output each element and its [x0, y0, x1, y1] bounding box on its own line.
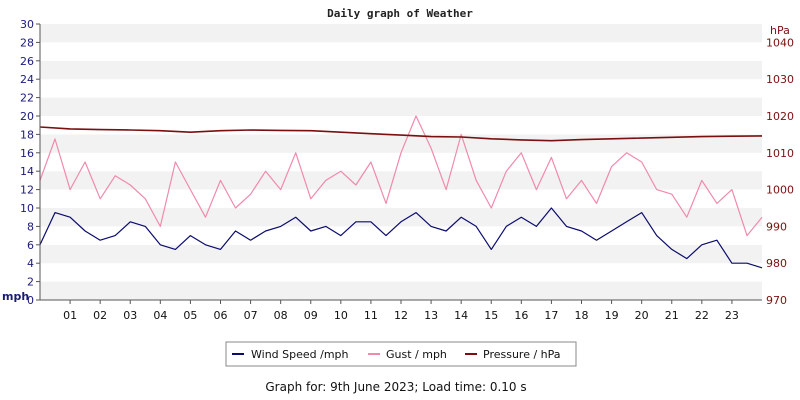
- grid-band: [40, 171, 762, 190]
- grid-band: [40, 24, 762, 43]
- left-tick-label: 28: [20, 36, 34, 49]
- grid-band: [40, 281, 762, 300]
- legend-box: [225, 341, 577, 367]
- x-tick-label: 07: [244, 309, 258, 322]
- x-tick-label: 05: [183, 309, 197, 322]
- right-axis-unit: hPa: [770, 24, 790, 37]
- grid-band: [40, 116, 762, 135]
- right-tick-label: 1030: [766, 73, 794, 86]
- right-tick-label: 970: [766, 294, 787, 307]
- x-tick-label: 17: [544, 309, 558, 322]
- x-tick-label: 22: [695, 309, 709, 322]
- grid-band: [40, 263, 762, 282]
- x-tick-label: 10: [334, 309, 348, 322]
- left-tick-label: 8: [27, 220, 34, 233]
- chart-title: Daily graph of Weather: [327, 7, 473, 20]
- x-tick-label: 13: [424, 309, 438, 322]
- x-tick-label: 16: [514, 309, 528, 322]
- left-tick-label: 14: [20, 165, 34, 178]
- legend: Wind Speed /mph Gust / mph Pressure / hP…: [225, 341, 577, 367]
- left-tick-label: 20: [20, 110, 34, 123]
- left-tick-label: 10: [20, 202, 34, 215]
- footer-text: Graph for: 9th June 2023; Load time: 0.1…: [265, 380, 526, 394]
- legend-label-wind-speed: Wind Speed /mph: [251, 348, 349, 361]
- x-tick-label: 08: [274, 309, 288, 322]
- x-tick-label: 12: [394, 309, 408, 322]
- left-axis-unit: mph: [2, 290, 29, 303]
- x-tick-label: 01: [63, 309, 77, 322]
- grid-band: [40, 60, 762, 80]
- right-tick-label: 1040: [766, 36, 794, 49]
- right-tick-label: 1010: [766, 147, 794, 160]
- x-tick-label: 03: [123, 309, 137, 322]
- grid-band: [40, 79, 762, 98]
- x-tick-label: 18: [575, 309, 589, 322]
- grid-band: [40, 208, 762, 227]
- x-tick-label: 04: [153, 309, 167, 322]
- x-tick-label: 19: [605, 309, 619, 322]
- left-tick-label: 22: [20, 92, 34, 105]
- left-tick-label: 12: [20, 184, 34, 197]
- left-tick-label: 6: [27, 239, 34, 252]
- pressure-line: [39, 126, 763, 142]
- left-tick-label: 0: [27, 294, 34, 307]
- x-tick-label: 15: [484, 309, 498, 322]
- grid-bands: [40, 24, 762, 300]
- x-tick-label: 02: [93, 309, 107, 322]
- legend-label-gust: Gust / mph: [386, 348, 447, 361]
- x-tick-label: 06: [214, 309, 228, 322]
- left-tick-label: 4: [27, 257, 34, 270]
- right-tick-label: 990: [766, 220, 787, 233]
- left-tick-label: 18: [20, 128, 34, 141]
- x-tick-label: 23: [725, 309, 739, 322]
- wind-speed-line: [39, 207, 763, 269]
- right-axis-ticks: 970 980 990 1000 1010 1020 1030 1040: [766, 36, 794, 307]
- grid-band: [40, 97, 762, 116]
- grid-band: [40, 152, 762, 172]
- x-tick-label: 14: [454, 309, 468, 322]
- x-tick-label: 11: [364, 309, 378, 322]
- right-tick-label: 1020: [766, 110, 794, 123]
- grid-band: [40, 244, 762, 264]
- left-tick-label: 26: [20, 55, 34, 68]
- right-tick-label: 980: [766, 257, 787, 270]
- left-tick-label: 16: [20, 147, 34, 160]
- x-tick-label: 09: [304, 309, 318, 322]
- series-group: [39, 115, 763, 269]
- x-axis-ticks: 01 02 03 04 05 06 07 08 09 10 11 12 13 14 15 16 17 18 19 20…: [63, 300, 739, 322]
- x-tick-label: 20: [635, 309, 649, 322]
- left-tick-label: 30: [20, 18, 34, 31]
- grid-band: [40, 189, 762, 208]
- grid-band: [40, 42, 762, 61]
- gust-line: [39, 115, 763, 237]
- left-tick-label: 24: [20, 73, 34, 86]
- right-tick-label: 1000: [766, 184, 794, 197]
- x-tick-label: 21: [665, 309, 679, 322]
- legend-label-pressure: Pressure / hPa: [483, 348, 561, 361]
- left-tick-label: 2: [27, 276, 34, 289]
